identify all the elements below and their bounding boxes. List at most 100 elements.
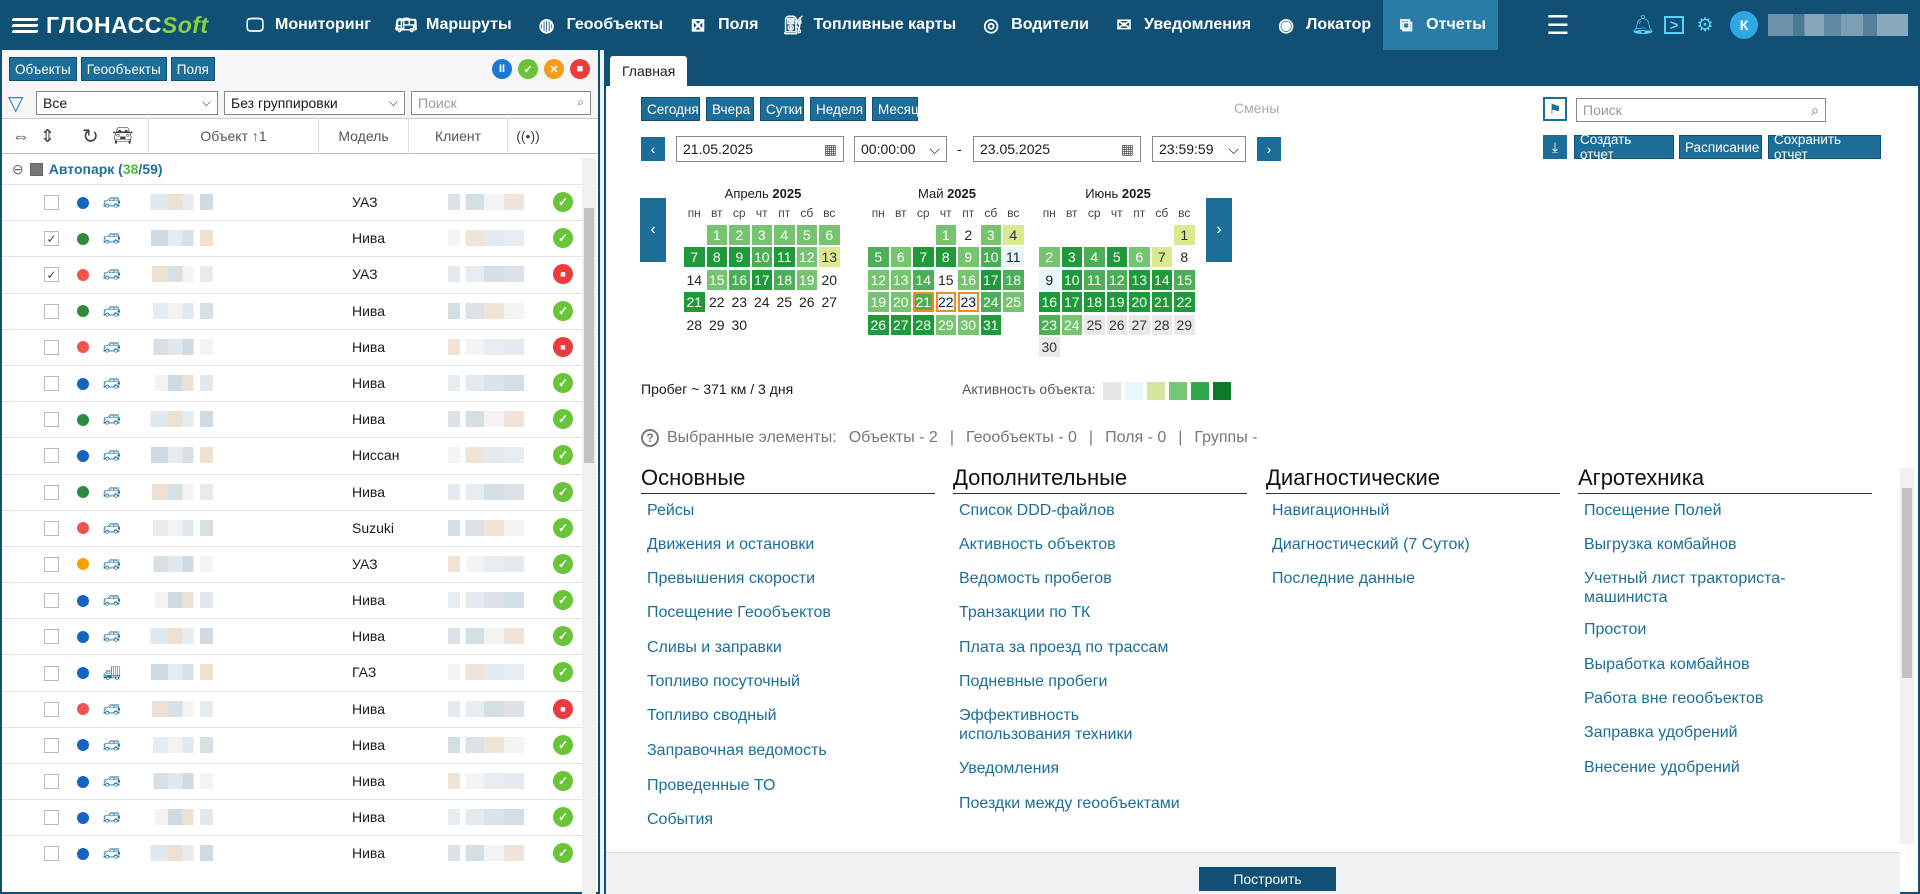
table-row[interactable]: 🚚︎ ГАЗ ✓	[2, 654, 598, 690]
calendar-day[interactable]: 13	[890, 269, 911, 290]
calendar-day[interactable]: 21	[913, 292, 934, 313]
online-check-icon[interactable]: ✓	[553, 481, 573, 502]
report-link[interactable]: Активность объектов	[959, 536, 1116, 553]
object-name-blurred[interactable]	[144, 194, 224, 210]
table-row[interactable]: ✓ 🚙︎ УАЗ ■	[2, 256, 598, 292]
object-name-blurred[interactable]	[144, 230, 224, 247]
collapse-expand-icon[interactable]: ⇔	[12, 125, 30, 146]
calendar-day[interactable]: 7	[1151, 247, 1172, 268]
table-row[interactable]: 🚙︎ УАЗ ✓	[2, 545, 598, 582]
action-2[interactable]: Расписание	[1679, 135, 1762, 159]
object-name-blurred[interactable]	[144, 773, 224, 789]
report-link[interactable]: Поездки между геообъектами	[959, 795, 1180, 812]
download-button[interactable]: ⤓	[1543, 135, 1567, 159]
row-checkbox[interactable]	[44, 629, 59, 645]
calendar-day[interactable]: 15	[1174, 269, 1195, 290]
signal-icon[interactable]: ((•))	[516, 128, 540, 144]
calendar-day[interactable]: 26	[868, 314, 889, 335]
row-checkbox[interactable]	[44, 412, 59, 428]
calendar-icon[interactable]: ▦	[1120, 140, 1134, 157]
calendar-day[interactable]: 25	[776, 294, 793, 311]
row-checkbox[interactable]	[44, 303, 59, 319]
calendar-day[interactable]: 21	[684, 292, 705, 313]
object-name-blurred[interactable]	[144, 411, 224, 428]
report-link[interactable]: Ведомость пробегов	[959, 570, 1112, 587]
calendar-day[interactable]: 8	[706, 247, 727, 268]
column-client[interactable]: Клиент	[408, 118, 508, 154]
row-checkbox[interactable]	[44, 737, 59, 753]
calendar-day[interactable]: 5	[1106, 247, 1127, 268]
table-row[interactable]: 🚙︎ Нива ✓	[2, 401, 598, 437]
grouping-select[interactable]: Без группировки ⌵	[224, 91, 405, 115]
table-row[interactable]: 🚙︎ Нива ✓	[2, 799, 598, 835]
report-link[interactable]: Посещение Геообъектов	[647, 604, 831, 621]
calendar-day[interactable]: 14	[1151, 269, 1172, 290]
lock-icon[interactable]: ■	[570, 59, 590, 79]
action-1[interactable]: Создать отчет	[1574, 132, 1674, 162]
date-to-input[interactable]: 23.05.2025 ▦	[973, 136, 1141, 162]
object-search-input[interactable]: Поиск ⌕	[411, 91, 591, 115]
calendar-day[interactable]: 2	[729, 225, 750, 245]
calendar-day[interactable]: 12	[796, 247, 817, 268]
user-name-blurred[interactable]	[1768, 14, 1908, 36]
collapse-icon[interactable]: ⊖	[12, 160, 24, 177]
online-check-icon[interactable]: ✓	[553, 192, 573, 212]
report-search-input[interactable]: Поиск ⌕	[1576, 98, 1826, 122]
calendar-day[interactable]: 18	[774, 269, 795, 290]
shifts-label[interactable]: Смены	[1234, 100, 1280, 116]
group-checkbox[interactable]	[29, 162, 43, 176]
avatar[interactable]: К	[1730, 11, 1758, 39]
calendar-day[interactable]: 18	[1003, 269, 1024, 290]
calendar-day[interactable]: 27	[890, 314, 911, 335]
calendar-day[interactable]: 26	[1106, 314, 1127, 335]
calendar-day[interactable]: 20	[821, 271, 838, 288]
calendar-day[interactable]: 28	[1151, 314, 1172, 335]
calendar-day[interactable]: 10	[1061, 269, 1082, 290]
tab-geoobjects[interactable]: Геообъекты	[80, 57, 167, 81]
row-checkbox[interactable]: ✓	[44, 231, 59, 247]
gear-icon[interactable]: ⚙	[1696, 14, 1714, 36]
calendar-day[interactable]: 19	[1106, 292, 1127, 313]
calendar-day[interactable]: 29	[1174, 314, 1195, 335]
lock-icon[interactable]: ■	[553, 336, 573, 357]
row-checkbox[interactable]	[44, 810, 59, 826]
online-check-icon[interactable]: ✓	[553, 228, 573, 249]
table-row[interactable]: ✓ 🚙︎ Нива ✓	[2, 220, 598, 256]
nav-mail[interactable]: ✉ Уведомления	[1101, 0, 1263, 50]
online-check-icon[interactable]: ✓	[553, 372, 573, 393]
calendar-day[interactable]: 7	[913, 247, 934, 268]
object-name-blurred[interactable]	[144, 302, 224, 319]
calendar-day[interactable]: 29	[935, 314, 956, 335]
nav-globe[interactable]: ◍ Геообъекты	[524, 0, 675, 50]
online-check-icon[interactable]: ✓	[553, 626, 573, 647]
calendar-day[interactable]: 17	[751, 269, 772, 290]
object-name-blurred[interactable]	[144, 628, 224, 645]
calendar-day[interactable]: 17	[980, 269, 1001, 290]
calendar-day[interactable]: 11	[1084, 269, 1105, 290]
bell-icon[interactable]: 🔔︎	[1630, 15, 1656, 36]
calendar-day[interactable]: 3	[980, 225, 1001, 245]
filter-icon[interactable]: ▽	[8, 92, 24, 115]
online-check-icon[interactable]: ✓	[553, 553, 573, 574]
calendar-next-button[interactable]: ›	[1206, 198, 1232, 262]
pause-icon[interactable]: II	[492, 59, 512, 79]
calendar-day[interactable]: 6	[819, 225, 840, 245]
quick-range-2[interactable]: Вчера	[706, 97, 754, 121]
calendar-day[interactable]: 7	[684, 247, 705, 268]
lock-icon[interactable]: ■	[553, 698, 573, 719]
report-link[interactable]: Проведенные ТО	[647, 777, 776, 794]
report-link[interactable]: Навигационный	[1272, 502, 1390, 519]
row-checkbox[interactable]	[44, 448, 59, 464]
calendar-day[interactable]: 6	[890, 247, 911, 268]
search-icon[interactable]: ⌕	[1811, 101, 1819, 118]
online-check-icon[interactable]: ✓	[553, 771, 573, 791]
calendar-day[interactable]: 21	[1151, 292, 1172, 313]
tab-main[interactable]: Главная	[610, 56, 688, 86]
object-name-blurred[interactable]	[144, 700, 224, 717]
report-link[interactable]: Топливо сводный	[647, 707, 777, 724]
table-row[interactable]: 🚙︎ Нива ✓	[2, 473, 598, 510]
calendar-day[interactable]: 15	[937, 271, 954, 288]
calendar-day[interactable]: 5	[796, 225, 817, 245]
object-name-blurred[interactable]	[144, 809, 224, 826]
calendar-day[interactable]: 9	[1039, 269, 1060, 290]
